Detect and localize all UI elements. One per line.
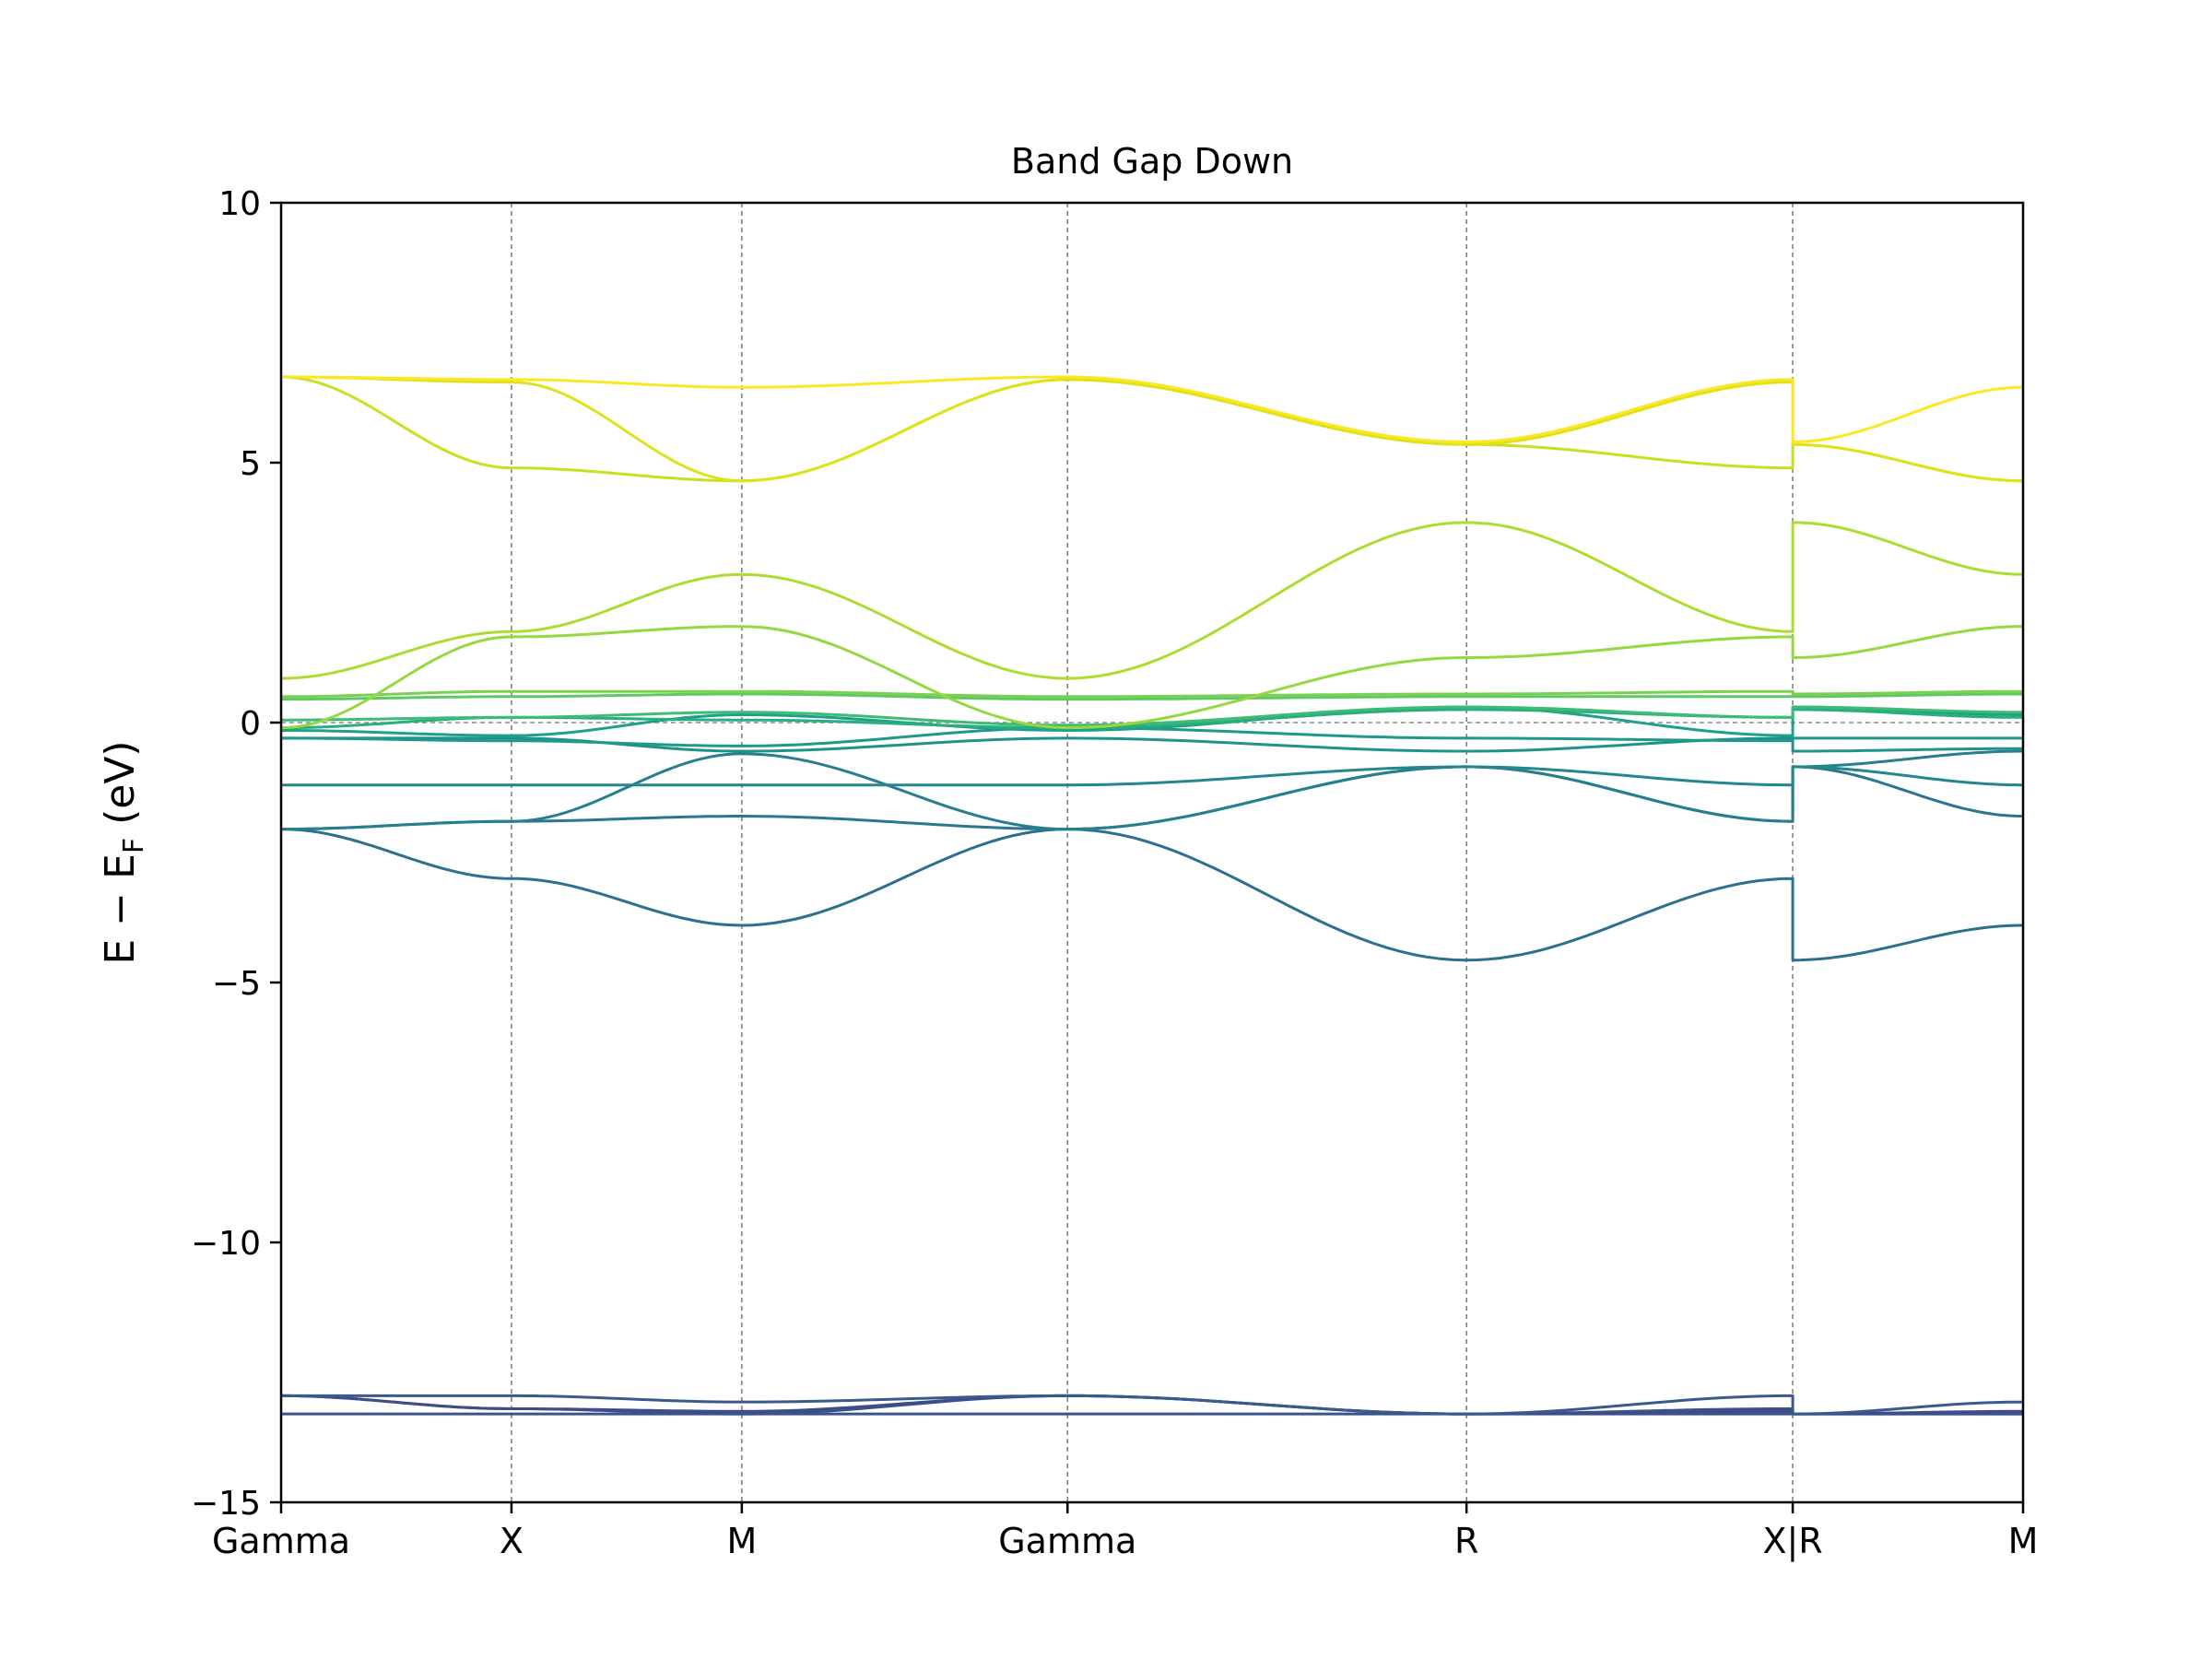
band-line-16 bbox=[280, 625, 2024, 730]
x-tick-label: X bbox=[500, 1521, 524, 1561]
y-axis-label-subscript: F bbox=[118, 838, 150, 853]
y-tick-label: 5 bbox=[240, 445, 261, 483]
band-line-20 bbox=[281, 375, 2024, 443]
chart-title: Band Gap Down bbox=[1011, 141, 1293, 182]
x-tick-label: M bbox=[2008, 1521, 2039, 1561]
y-tick-label: −5 bbox=[212, 965, 261, 1003]
band-line-4 bbox=[281, 1394, 2024, 1416]
y-tick-label: 0 bbox=[240, 705, 261, 743]
y-tick-label: −15 bbox=[191, 1485, 261, 1523]
x-tick-label: R bbox=[1454, 1521, 1478, 1561]
y-axis-label: E − EF (eV) bbox=[97, 740, 150, 964]
x-tick-label: M bbox=[726, 1521, 757, 1561]
band-line-15 bbox=[281, 689, 2023, 699]
band-lines bbox=[280, 375, 2024, 1416]
band-line-17 bbox=[280, 521, 2024, 680]
band-line-13 bbox=[281, 705, 2023, 727]
y-tick-label: 10 bbox=[218, 185, 261, 223]
y-tick-label: −10 bbox=[191, 1225, 261, 1263]
y-axis-label-unit: (eV) bbox=[97, 740, 144, 838]
x-tick-label: X|R bbox=[1762, 1521, 1822, 1562]
plot-frame bbox=[279, 201, 2025, 1504]
x-tick-label: Gamma bbox=[998, 1521, 1136, 1561]
band-line-9 bbox=[281, 736, 2023, 753]
x-tick-label: Gamma bbox=[212, 1521, 350, 1561]
x-axis-ticks: Gamma X M Gamma R X|R M bbox=[212, 1502, 2038, 1562]
band-line-8 bbox=[281, 765, 2024, 787]
y-axis-ticks: −15 −10 −5 0 5 10 bbox=[191, 185, 281, 1523]
band-line-14 bbox=[281, 692, 2023, 701]
y-axis-label-main: E − E bbox=[97, 853, 144, 964]
